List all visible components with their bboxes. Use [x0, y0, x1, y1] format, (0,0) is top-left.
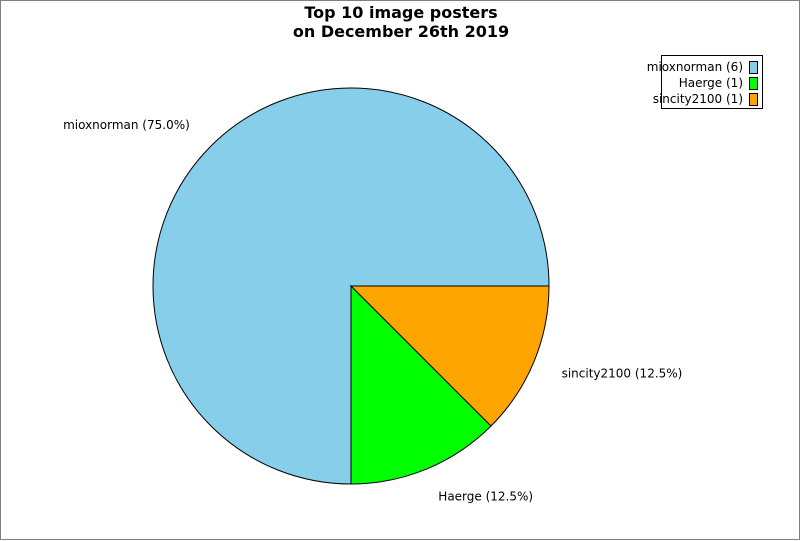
pie-label-sincity2100: sincity2100 (12.5%) — [562, 366, 683, 380]
legend-swatch — [749, 60, 758, 74]
legend-item-sincity2100: sincity2100 (1) — [653, 91, 758, 107]
legend-item-mioxnorman: mioxnorman (6) — [647, 59, 758, 75]
pie-slice-mioxnorman — [152, 87, 550, 485]
legend-item-haerge: Haerge (1) — [679, 75, 758, 91]
pie-slices — [152, 87, 550, 485]
chart-title-block: Top 10 image posters on December 26th 20… — [1, 3, 800, 41]
legend-swatch — [749, 76, 758, 90]
pie-label-haerge: Haerge (12.5%) — [438, 490, 533, 504]
legend: mioxnorman (6) Haerge (1) sincity2100 (1) — [647, 55, 763, 109]
legend-label: sincity2100 (1) — [652, 92, 743, 106]
pie-slice-sincity2100 — [349, 285, 550, 427]
pie-labels: mioxnorman (75.0%) Haerge (12.5%) sincity2… — [63, 118, 682, 504]
legend-swatch — [749, 92, 758, 106]
pie-label-mioxnorman: mioxnorman (75.0%) — [63, 118, 190, 132]
pie-slice-haerge — [350, 284, 492, 485]
legend-label: Haerge (1) — [678, 76, 743, 90]
legend-label: mioxnorman (6) — [646, 60, 743, 74]
chart-title: Top 10 image posters — [304, 3, 498, 22]
chart-subtitle: on December 26th 2019 — [292, 22, 510, 41]
